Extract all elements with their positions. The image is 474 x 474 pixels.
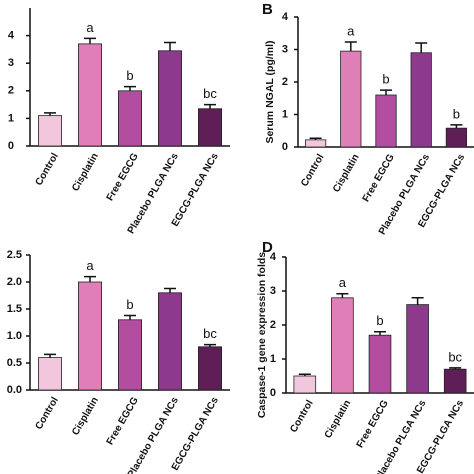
x-tick-label: Cisplatin xyxy=(331,152,362,194)
y-tick-label: 1.5 xyxy=(7,303,22,315)
bar xyxy=(157,292,182,391)
error-bar xyxy=(124,314,136,320)
error-bar xyxy=(415,42,428,53)
error-bar xyxy=(164,287,176,293)
y-tick-label: 4 xyxy=(270,251,277,263)
bar xyxy=(331,297,354,394)
y-tick-label: 2 xyxy=(282,76,288,88)
bar xyxy=(78,281,103,391)
error-bar xyxy=(84,275,96,282)
significance-letter: bc xyxy=(448,349,462,364)
y-tick-label: 2.5 xyxy=(7,249,22,261)
error-bar xyxy=(44,112,56,116)
y-axis-label: Caspase-1 gene expression folds xyxy=(256,252,268,418)
x-tick-label: Cisplatin xyxy=(70,395,101,437)
significance-letter: b xyxy=(376,313,383,328)
bar xyxy=(78,43,103,147)
y-tick-label: 1.0 xyxy=(7,330,22,342)
y-tick-label: 0 xyxy=(282,141,288,153)
bar xyxy=(38,357,63,391)
y-tick-label: 2 xyxy=(8,85,14,97)
x-tick-label: Free EGCG xyxy=(105,151,141,203)
error-bar xyxy=(124,85,136,91)
y-tick-label: 1 xyxy=(8,112,14,124)
significance-letter: bc xyxy=(203,326,217,341)
significance-letter: bc xyxy=(203,86,217,101)
bar xyxy=(410,52,432,148)
x-tick-label: Free EGCG xyxy=(105,395,141,447)
error-bar xyxy=(344,41,357,52)
error-bar xyxy=(380,89,392,95)
significance-letter: a xyxy=(347,23,355,38)
x-tick-label: Control xyxy=(288,398,315,434)
x-tick-label: Control xyxy=(34,395,61,431)
y-tick-label: 0.5 xyxy=(7,357,22,369)
panel-label: B xyxy=(262,1,273,18)
y-tick-label: 2 xyxy=(270,319,276,331)
bar xyxy=(445,127,468,148)
bar xyxy=(368,334,392,394)
x-tick-label: Control xyxy=(299,152,326,188)
bar xyxy=(197,108,222,147)
significance-letter: b xyxy=(126,68,133,83)
x-tick-label: EGCG-PLGA NCs xyxy=(170,395,221,473)
bar xyxy=(443,368,467,394)
x-tick-label: EGCG-PLGA NCs xyxy=(170,151,221,229)
y-tick-label: 3 xyxy=(282,43,288,55)
significance-letter: a xyxy=(339,275,347,290)
error-bar xyxy=(84,37,96,44)
significance-letter: a xyxy=(86,20,94,35)
x-tick-label: Cisplatin xyxy=(323,398,354,440)
y-tick-label: 3 xyxy=(270,285,276,297)
y-axis-label: Serum NGAL (pg/ml) xyxy=(264,40,276,143)
y-tick-label: 0 xyxy=(8,140,14,152)
y-tick-label: 4 xyxy=(8,30,15,42)
y-tick-label: 0 xyxy=(270,387,276,399)
error-bar xyxy=(450,124,463,129)
error-bar xyxy=(309,137,322,140)
bar xyxy=(340,50,362,148)
significance-letter: b xyxy=(382,72,389,87)
error-bar xyxy=(44,353,56,358)
significance-letter: b xyxy=(453,106,460,121)
y-tick-label: 4 xyxy=(282,11,289,23)
y-tick-label: 2.0 xyxy=(7,276,22,288)
y-tick-label: 1 xyxy=(282,108,288,120)
error-bar xyxy=(298,373,311,376)
bar xyxy=(118,90,143,147)
bar xyxy=(304,139,327,148)
x-tick-label: Control xyxy=(34,151,61,187)
error-bar xyxy=(204,343,216,347)
bar xyxy=(197,346,222,391)
bar xyxy=(157,50,182,147)
significance-letter: a xyxy=(86,258,94,273)
bar xyxy=(118,319,143,391)
error-bar xyxy=(374,331,386,336)
x-tick-label: Free EGCG xyxy=(355,398,391,450)
y-tick-label: 0.0 xyxy=(7,384,22,396)
x-tick-label: Free EGCG xyxy=(361,152,397,204)
bar xyxy=(38,115,63,147)
error-bar xyxy=(336,292,349,298)
bar xyxy=(406,304,429,394)
significance-letter: b xyxy=(126,297,133,312)
bar xyxy=(293,375,317,394)
error-bar xyxy=(411,297,424,305)
error-bar xyxy=(204,103,216,109)
x-tick-label: Cisplatin xyxy=(70,151,101,193)
error-bar xyxy=(164,41,176,51)
panel-label: D xyxy=(262,239,273,256)
y-tick-label: 3 xyxy=(8,57,14,69)
error-bar xyxy=(449,367,462,370)
bar xyxy=(375,94,397,148)
y-tick-label: 1 xyxy=(270,353,276,365)
